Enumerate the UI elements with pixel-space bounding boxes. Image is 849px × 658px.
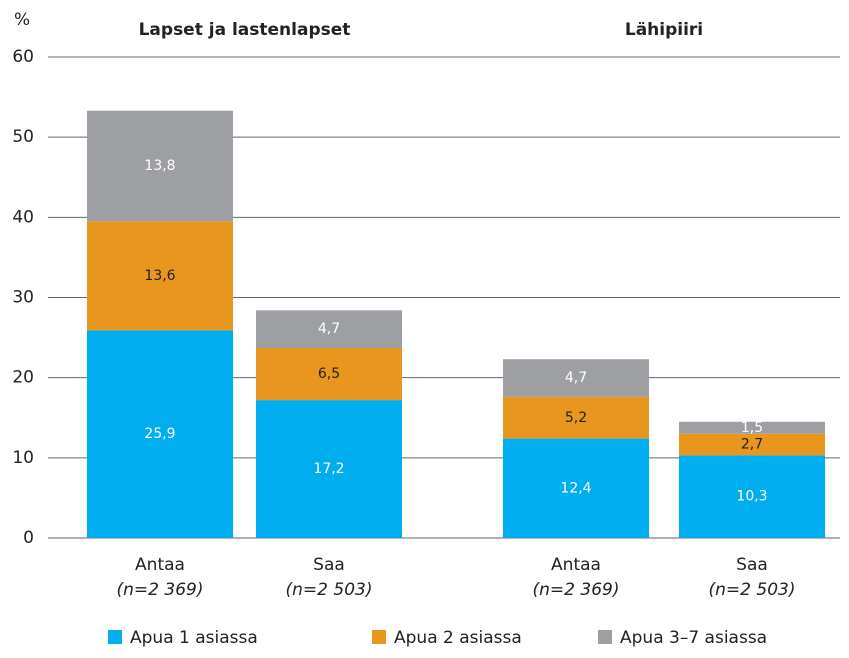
bar-segment <box>679 455 825 538</box>
y-tick-label: 20 <box>12 368 34 388</box>
y-axis-label: % <box>14 10 30 30</box>
bar-segment <box>256 400 402 538</box>
value-label: 17,2 <box>313 461 344 477</box>
value-label: 25,9 <box>144 426 175 442</box>
x-tick-sublabel: (n=2 369) <box>117 580 204 600</box>
legend-label: Apua 2 asiassa <box>394 628 522 648</box>
bar-segment <box>87 221 233 331</box>
bar-segment <box>679 433 825 456</box>
x-tick-label: Saa <box>313 555 345 575</box>
value-label: 4,7 <box>565 370 587 386</box>
bar-segment <box>87 330 233 538</box>
x-tick-sublabel: (n=2 503) <box>709 580 796 600</box>
y-tick-label: 60 <box>12 47 34 67</box>
legend-label: Apua 1 asiassa <box>130 628 258 648</box>
y-tick-label: 40 <box>12 207 34 227</box>
legend-swatch <box>108 630 122 644</box>
y-tick-label: 0 <box>23 528 34 548</box>
y-tick-label: 50 <box>12 127 34 147</box>
value-label: 12,4 <box>560 480 591 496</box>
value-label: 2,7 <box>741 437 763 453</box>
bar-segment <box>503 438 649 538</box>
x-tick-label: Antaa <box>135 555 185 575</box>
value-label: 5,2 <box>565 410 587 426</box>
bar-segment <box>256 348 402 401</box>
bar-segment <box>679 421 825 434</box>
bar-segment <box>503 359 649 397</box>
x-tick-label: Saa <box>736 555 768 575</box>
value-label: 6,5 <box>318 366 340 382</box>
y-tick-label: 30 <box>12 288 34 308</box>
value-label: 1,5 <box>741 420 763 436</box>
group-title: Lapset ja lastenlapset <box>139 20 351 40</box>
group-title: Lähipiiri <box>625 20 703 40</box>
legend-label: Apua 3–7 asiassa <box>620 628 767 648</box>
x-tick-label: Antaa <box>551 555 601 575</box>
bar-segment <box>87 110 233 222</box>
bar-segment <box>503 396 649 439</box>
legend-swatch <box>598 630 612 644</box>
bar-segment <box>256 310 402 349</box>
value-label: 10,3 <box>736 489 767 505</box>
value-label: 13,6 <box>144 268 175 284</box>
value-label: 4,7 <box>318 321 340 337</box>
value-label: 13,8 <box>144 158 175 174</box>
x-tick-sublabel: (n=2 369) <box>533 580 620 600</box>
y-tick-label: 10 <box>12 448 34 468</box>
legend-swatch <box>372 630 386 644</box>
x-tick-sublabel: (n=2 503) <box>286 580 373 600</box>
